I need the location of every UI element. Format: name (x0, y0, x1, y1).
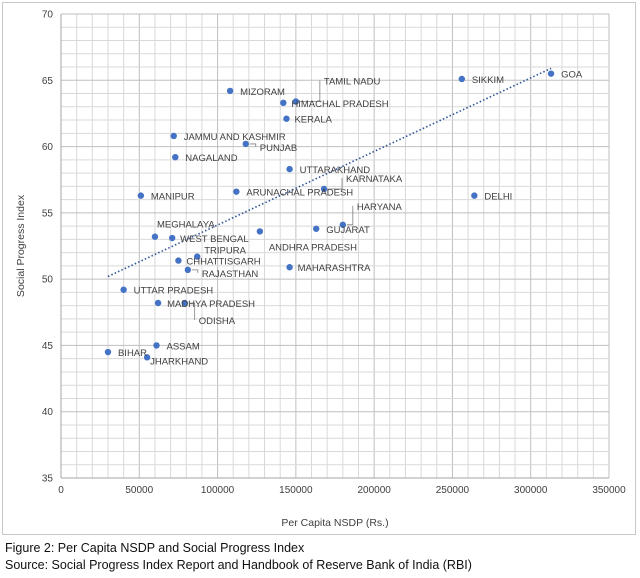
data-label-karnataka: KARNATAKA (346, 174, 403, 185)
data-label-assam: ASSAM (167, 341, 200, 352)
data-point-uttar-pradesh (120, 286, 127, 293)
scatter-chart: 0 50000 100000 150000 200000 250000 300000 3500… (15, 10, 626, 530)
x-tick-label: 300000 (514, 485, 548, 496)
data-point-maharashtra (286, 264, 293, 271)
data-label-gujarat: GUJARAT (326, 225, 370, 236)
data-label-jharkhand: JHARKHAND (150, 356, 208, 367)
x-tick-label: 350000 (592, 485, 626, 496)
data-label-manipur: MANIPUR (151, 192, 195, 203)
data-point-jammu-and-kashmir (170, 132, 177, 140)
leader-line-odisha (188, 302, 196, 321)
y-tick-label: 55 (42, 208, 54, 219)
data-label-chhattisgarh: CHHATTISGARH (186, 257, 260, 268)
data-labels: GOA SIKKIM MIZORAM TAMIL NADU HIMACHAL PRADE… (118, 70, 583, 368)
leader-line-tamil-nadu (299, 80, 321, 102)
data-label-andhra-pradesh: ANDHRA PRADESH (269, 242, 357, 253)
data-point-manipur (137, 192, 145, 199)
data-point-jharkhand (143, 354, 151, 361)
leader-line-karnataka (328, 177, 343, 190)
data-point-meghalaya (151, 233, 159, 240)
y-tick-label: 35 (42, 474, 54, 485)
data-label-west-bengal: WEST BENGAL (180, 234, 248, 245)
figure-caption: Figure 2: Per Capita NSDP and Social Pro… (5, 541, 305, 555)
data-label-madhya-pradesh: MADHYA PRADESH (167, 299, 255, 310)
data-label-nagaland: NAGALAND (185, 153, 237, 164)
data-label-odisha: ODISHA (199, 316, 236, 327)
x-axis-title: Per Capita NSDP (Rs.) (281, 517, 388, 529)
data-point-nagaland (172, 153, 179, 161)
data-label-sikkim: SIKKIM (472, 75, 504, 86)
data-point-chhattisgarh (175, 257, 182, 264)
data-point-mizoram (226, 87, 234, 95)
leader-line-rajasthan (191, 269, 199, 273)
y-tick-label: 70 (42, 10, 54, 21)
y-axis-title: Social Progress Index (15, 194, 27, 297)
data-label-mizoram: MIZORAM (240, 87, 285, 98)
y-tick-label: 65 (42, 76, 54, 87)
trendline (107, 67, 552, 278)
y-tick-label: 60 (42, 142, 54, 153)
x-tick-label: 0 (58, 485, 64, 496)
y-tick-label: 50 (42, 275, 54, 286)
data-point-odisha (181, 299, 188, 307)
y-tick-label: 45 (42, 341, 54, 352)
data-point-arunachal-pradesh (233, 188, 240, 195)
leader-line-haryana (346, 205, 354, 226)
data-point-bihar (104, 348, 112, 356)
source-caption: Source: Social Progress Index Report and… (5, 558, 472, 572)
data-point-madhya-pradesh (154, 299, 162, 307)
data-label-uttar-pradesh: UTTAR PRADESH (134, 286, 214, 297)
data-point-himachal-pradesh (280, 99, 287, 107)
data-point-sikkim (458, 75, 466, 83)
data-point-uttarakhand (286, 165, 293, 173)
y-tick-label: 40 (42, 407, 54, 418)
data-label-delhi: DELHI (484, 192, 512, 203)
data-label-meghalaya: MEGHALAYA (157, 220, 215, 231)
data-point-punjab (242, 140, 249, 148)
data-point-west-bengal (168, 234, 176, 242)
data-point-assam (153, 342, 160, 349)
data-label-bihar: BIHAR (118, 348, 147, 359)
data-point-rajasthan (184, 266, 192, 274)
data-point-karnataka (320, 185, 328, 193)
data-label-himachal-pradesh: HIMACHAL PRADESH (291, 99, 388, 110)
data-point-haryana (339, 221, 347, 228)
x-tick-label: 50000 (125, 485, 153, 496)
data-label-tamil-nadu: TAMIL NADU (324, 76, 381, 87)
x-tick-label: 200000 (357, 485, 391, 496)
data-point-delhi (471, 192, 478, 199)
data-label-kerala: KERALA (294, 115, 332, 126)
x-tick-label: 100000 (201, 485, 235, 496)
x-tick-label: 150000 (279, 485, 313, 496)
x-tick-label: 250000 (436, 485, 470, 496)
data-label-punjab: PUNJAB (260, 143, 297, 154)
data-label-uttarakhand: UTTARAKHAND (300, 165, 371, 176)
data-point-gujarat (313, 225, 320, 232)
data-label-arunachal-pradesh: ARUNACHAL PRADESH (246, 188, 353, 199)
data-label-rajasthan: RAJASTHAN (202, 269, 259, 280)
data-label-goa: GOA (561, 70, 583, 81)
data-point-tamil-nadu (292, 98, 300, 105)
data-point-andhra-pradesh (256, 228, 264, 235)
leader-line-punjab (249, 143, 257, 147)
data-label-maharashtra: MAHARASHTRA (298, 263, 372, 274)
data-points (104, 70, 555, 361)
data-label-jammu-and-kashmir: JAMMU AND KASHMIR (184, 132, 286, 143)
data-label-haryana: HARYANA (357, 202, 403, 213)
data-point-tripura (194, 253, 201, 260)
data-point-kerala (283, 115, 290, 122)
data-point-goa (547, 70, 555, 77)
data-label-tripura: TRIPURA (204, 246, 246, 257)
